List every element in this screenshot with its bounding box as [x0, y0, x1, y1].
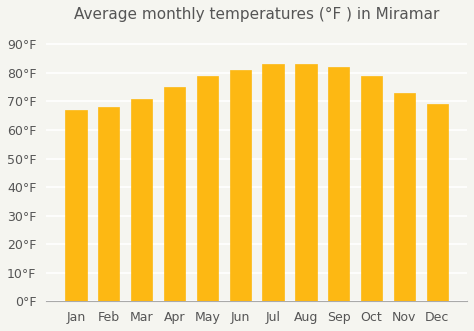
Bar — [262, 64, 284, 301]
Bar — [98, 107, 119, 301]
Bar — [427, 104, 448, 301]
Title: Average monthly temperatures (°F ) in Miramar: Average monthly temperatures (°F ) in Mi… — [74, 7, 439, 22]
Bar — [394, 93, 415, 301]
Bar — [361, 76, 382, 301]
Bar — [197, 76, 218, 301]
Bar — [229, 70, 251, 301]
Bar — [65, 110, 87, 301]
Bar — [164, 87, 185, 301]
Bar — [328, 67, 349, 301]
Bar — [131, 99, 152, 301]
Bar — [295, 64, 317, 301]
